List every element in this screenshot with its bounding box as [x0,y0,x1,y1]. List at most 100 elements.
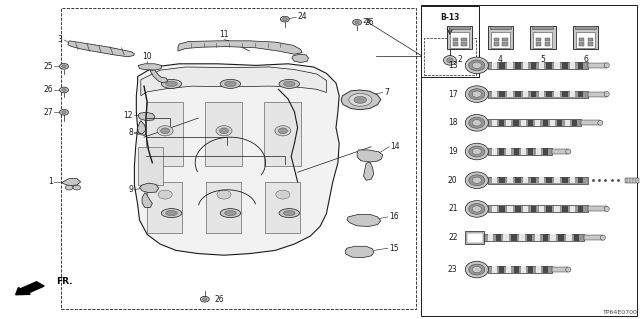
Ellipse shape [604,63,609,68]
Bar [527,234,532,241]
Bar [574,234,579,241]
Bar [264,102,301,166]
Bar [539,91,544,97]
Text: 10: 10 [142,52,152,61]
Ellipse shape [284,211,295,216]
Bar [588,38,593,41]
Bar [502,42,508,46]
Bar [499,91,505,97]
Ellipse shape [161,128,170,134]
Polygon shape [357,150,383,162]
Bar [465,231,484,244]
Ellipse shape [220,128,228,134]
Bar [61,8,416,309]
Bar [588,63,607,68]
Bar [578,177,583,183]
Bar [554,206,560,212]
Bar [499,62,505,69]
Polygon shape [178,41,302,54]
Bar [523,91,529,97]
Text: 26: 26 [363,18,372,24]
Ellipse shape [566,149,571,154]
Bar [547,91,552,97]
Ellipse shape [604,206,609,211]
Ellipse shape [65,185,73,190]
Polygon shape [150,70,168,83]
Text: 24: 24 [298,12,307,21]
Bar [494,38,499,41]
Ellipse shape [280,16,289,22]
Text: 21: 21 [448,204,458,213]
Bar [545,42,550,46]
Bar [447,26,472,49]
Bar [506,266,511,273]
Text: 17: 17 [448,90,458,99]
Text: 2: 2 [457,55,462,64]
Bar [552,149,568,154]
Ellipse shape [472,206,481,212]
Bar [536,120,540,126]
Bar [467,233,483,243]
Ellipse shape [61,89,67,91]
Bar [453,42,458,46]
Text: TP64E0700: TP64E0700 [603,310,637,315]
Bar [421,6,479,77]
Ellipse shape [282,18,287,21]
Ellipse shape [354,96,367,103]
Ellipse shape [472,266,481,273]
Bar [562,91,568,97]
Bar [521,266,526,273]
Bar [531,177,536,183]
Text: 25: 25 [44,62,53,71]
Ellipse shape [468,117,485,128]
Text: 16: 16 [389,212,399,221]
Bar [539,206,544,212]
Ellipse shape [278,128,287,134]
Bar [424,39,476,75]
Bar [536,38,541,41]
Ellipse shape [444,56,456,65]
Bar [492,206,497,212]
Polygon shape [140,183,159,193]
Bar [543,148,548,155]
Bar [536,148,541,155]
Text: 26: 26 [44,85,53,94]
Bar [558,234,564,241]
Ellipse shape [465,86,488,102]
Ellipse shape [465,57,488,74]
Bar [488,148,552,155]
Bar [484,234,584,241]
Bar [588,42,593,46]
Ellipse shape [200,296,209,302]
Bar [570,206,575,212]
Bar [502,38,508,41]
Bar [550,234,556,241]
Polygon shape [347,214,381,226]
Text: B-13: B-13 [440,13,460,22]
Bar [521,120,526,126]
Ellipse shape [225,211,236,216]
Bar [504,234,509,241]
Text: 20: 20 [448,176,458,185]
Ellipse shape [465,143,488,160]
Bar [566,234,572,241]
Ellipse shape [60,109,68,115]
Bar [491,32,510,48]
Bar [461,38,467,41]
Ellipse shape [598,120,603,125]
Bar [523,177,529,183]
Ellipse shape [468,204,485,214]
Bar [421,5,637,316]
Bar [146,102,183,166]
Bar [554,177,560,183]
FancyArrow shape [15,282,44,295]
Bar [543,234,548,241]
Bar [528,120,533,126]
Ellipse shape [353,19,362,25]
Bar [578,62,583,69]
Ellipse shape [216,126,232,136]
Ellipse shape [468,175,485,186]
Polygon shape [141,67,326,96]
Ellipse shape [158,190,172,199]
Text: 8: 8 [129,128,133,137]
